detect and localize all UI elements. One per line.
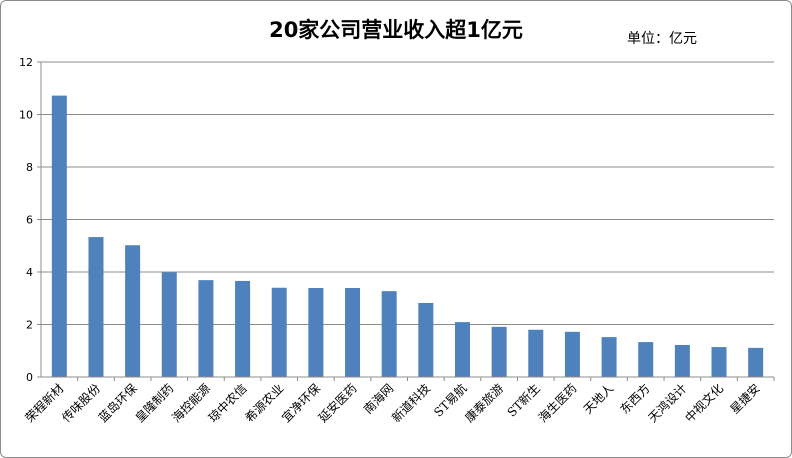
bar: [235, 280, 251, 377]
x-tick-label: 蓝岛环保: [95, 381, 140, 426]
bar: [88, 237, 104, 377]
bar: [125, 245, 141, 377]
bar: [491, 326, 507, 377]
bar: [711, 347, 727, 377]
x-tick-label: 希源农业: [242, 381, 287, 426]
x-tick-label: 东西方: [617, 381, 653, 417]
x-tick-label: 宜净环保: [278, 381, 323, 426]
x-tick-label: 天地人: [581, 381, 616, 416]
x-tick-label: 皇隆制药: [132, 381, 177, 426]
gridlines: [41, 61, 774, 325]
x-tick-label: 天鸿设计: [646, 381, 690, 425]
y-tick-label: 8: [26, 161, 33, 174]
bar: [418, 302, 434, 377]
x-tick-label: 中视文化: [682, 381, 727, 426]
chart-title: 20家公司营业收入超1亿元: [269, 18, 523, 42]
x-tick-label: 新道科技: [388, 381, 433, 426]
bar: [564, 331, 580, 377]
bar: [454, 322, 470, 377]
x-tick-label: 琼中农信: [205, 381, 250, 426]
x-tick-label: 延安医药: [315, 381, 360, 426]
x-tick-label: 传味股份: [59, 381, 104, 426]
x-tick-label: 南海网: [360, 381, 396, 417]
y-tick-label: 4: [26, 266, 33, 279]
x-tick-label: 海生医药: [535, 381, 580, 426]
y-tick-label: 6: [26, 214, 33, 227]
x-tick-label: 海控能源: [168, 381, 213, 426]
bar: [674, 344, 690, 377]
axes: [37, 61, 775, 381]
x-tick-label: 康泰旅游: [462, 381, 507, 426]
bar: [638, 342, 654, 377]
bar: [161, 272, 177, 377]
bars: [51, 95, 764, 377]
bar: [528, 329, 544, 377]
y-tick-label: 10: [19, 109, 33, 122]
bar: [51, 95, 67, 377]
x-tick-label: 荣程新材: [22, 381, 67, 426]
bar: [381, 291, 397, 377]
bar: [271, 287, 287, 377]
bar: [345, 288, 361, 377]
bar: [308, 288, 324, 377]
unit-label: 单位：亿元: [627, 31, 697, 47]
bar: [601, 337, 617, 377]
y-tick-label: 12: [19, 56, 33, 69]
x-tick-label: 星捷安: [727, 381, 763, 417]
bar: [198, 280, 214, 377]
bar: [748, 347, 764, 377]
y-tick-label: 0: [26, 371, 33, 384]
y-tick-label: 2: [26, 319, 33, 332]
